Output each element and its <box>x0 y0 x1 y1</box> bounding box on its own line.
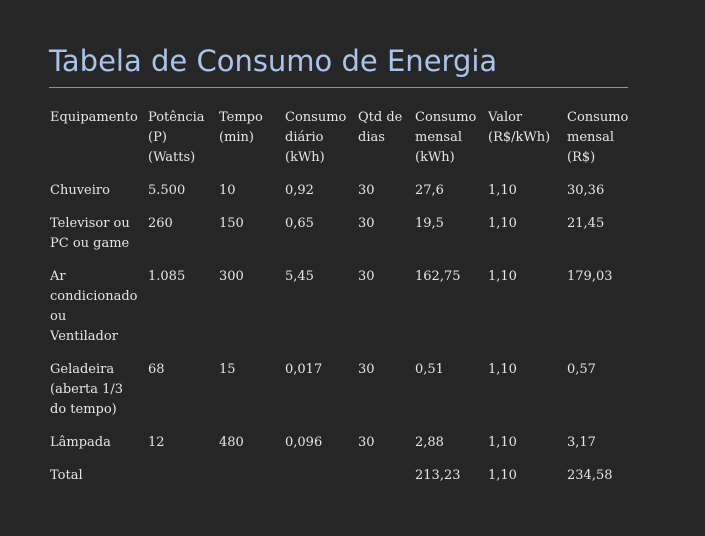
time-cell: 10 <box>219 183 236 198</box>
price-cell: 1,10 <box>488 435 517 450</box>
header-qtd-dias: Qtd de dias <box>352 108 409 181</box>
days-cell <box>352 466 409 499</box>
monthly-cost-cell: 0,57 <box>567 362 596 377</box>
equipment-line: PC ou game <box>50 236 130 251</box>
time-cell: 300 <box>219 269 244 284</box>
power-cell <box>142 466 213 499</box>
table-header-row: Equipamento Potência (P) (Watts) Tempo (… <box>44 108 636 181</box>
time-cell: 15 <box>219 362 236 377</box>
days-cell: 30 <box>358 362 375 377</box>
header-line: Qtd de <box>358 110 403 125</box>
header-line: dias <box>358 130 385 145</box>
time-cell <box>213 466 279 499</box>
header-valor: Valor (R$/kWh) <box>482 108 561 181</box>
header-line: Potência <box>148 110 205 125</box>
monthly-cost-cell: 21,45 <box>567 216 605 231</box>
equipment-line: Lâmpada <box>50 435 111 450</box>
energy-consumption-table: Equipamento Potência (P) (Watts) Tempo (… <box>44 108 636 499</box>
header-line: (kWh) <box>415 150 455 165</box>
monthly-cost-cell: 234,58 <box>567 468 613 483</box>
time-cell: 150 <box>219 216 244 231</box>
monthly-kwh-cell: 213,23 <box>415 468 461 483</box>
title-underline <box>49 87 628 88</box>
header-consumo-diario: Consumo diário (kWh) <box>279 108 352 181</box>
document-title: Tabela de Consumo de Energia <box>49 44 498 78</box>
days-cell: 30 <box>358 269 375 284</box>
price-cell: 1,10 <box>488 216 517 231</box>
equipment-line: Ar <box>50 269 66 284</box>
header-line: (min) <box>219 130 255 145</box>
equipment-line: Chuveiro <box>50 183 110 198</box>
daily-consumption-cell: 0,92 <box>285 183 314 198</box>
header-line: Consumo <box>567 110 629 125</box>
table-row: Ar condicionado ou Ventilador 1.085 300 … <box>44 267 636 360</box>
header-line: Tempo <box>219 110 263 125</box>
monthly-cost-cell: 30,36 <box>567 183 605 198</box>
header-line: (Watts) <box>148 150 196 165</box>
header-line: (R$) <box>567 150 596 165</box>
price-cell: 1,10 <box>488 183 517 198</box>
equipment-cell: Televisor ou PC ou game <box>44 214 142 267</box>
header-line: diário <box>285 130 324 145</box>
header-consumo-mensal-kwh: Consumo mensal (kWh) <box>409 108 482 181</box>
equipment-cell: Lâmpada <box>44 433 142 466</box>
equipment-cell: Geladeira (aberta 1/3 do tempo) <box>44 360 142 433</box>
total-label: Total <box>50 468 83 483</box>
price-cell: 1,10 <box>488 269 517 284</box>
daily-consumption-cell: 0,65 <box>285 216 314 231</box>
equipment-cell: Ar condicionado ou Ventilador <box>44 267 142 360</box>
equipment-line: condicionado <box>50 289 138 304</box>
header-line: Consumo <box>415 110 477 125</box>
monthly-kwh-cell: 162,75 <box>415 269 461 284</box>
time-cell: 480 <box>219 435 244 450</box>
monthly-cost-cell: 3,17 <box>567 435 596 450</box>
equipment-line: do tempo) <box>50 402 117 417</box>
days-cell: 30 <box>358 435 375 450</box>
power-cell: 12 <box>148 435 165 450</box>
days-cell: 30 <box>358 216 375 231</box>
total-row: Total 213,23 1,10 234,58 <box>44 466 636 499</box>
monthly-kwh-cell: 19,5 <box>415 216 444 231</box>
header-line: Equipamento <box>50 110 138 125</box>
header-potencia: Potência (P) (Watts) <box>142 108 213 181</box>
equipment-cell: Chuveiro <box>44 181 142 214</box>
header-equipamento: Equipamento <box>44 108 142 181</box>
daily-consumption-cell: 0,096 <box>285 435 323 450</box>
header-line: mensal <box>415 130 462 145</box>
header-consumo-mensal-reais: Consumo mensal (R$) <box>561 108 636 181</box>
power-cell: 260 <box>148 216 173 231</box>
days-cell: 30 <box>358 183 375 198</box>
header-line: Valor <box>488 110 523 125</box>
monthly-kwh-cell: 27,6 <box>415 183 444 198</box>
equipment-line: Televisor ou <box>50 216 130 231</box>
price-cell: 1,10 <box>488 468 517 483</box>
table-row: Televisor ou PC ou game 260 150 0,65 30 … <box>44 214 636 267</box>
power-cell: 1.085 <box>148 269 186 284</box>
header-line: (kWh) <box>285 150 325 165</box>
daily-consumption-cell <box>279 466 352 499</box>
equipment-line: (aberta 1/3 <box>50 382 124 397</box>
price-cell: 1,10 <box>488 362 517 377</box>
table-row: Geladeira (aberta 1/3 do tempo) 68 15 0,… <box>44 360 636 433</box>
header-line: Consumo <box>285 110 347 125</box>
equipment-cell: Total <box>44 466 142 499</box>
power-cell: 5.500 <box>148 183 186 198</box>
table-row: Chuveiro 5.500 10 0,92 30 27,6 1,10 30,3… <box>44 181 636 214</box>
daily-consumption-cell: 0,017 <box>285 362 323 377</box>
equipment-line: Ventilador <box>50 329 118 344</box>
monthly-cost-cell: 179,03 <box>567 269 613 284</box>
table-row: Lâmpada 12 480 0,096 30 2,88 1,10 3,17 <box>44 433 636 466</box>
power-cell: 68 <box>148 362 165 377</box>
header-line: (R$/kWh) <box>488 130 551 145</box>
header-tempo: Tempo (min) <box>213 108 279 181</box>
daily-consumption-cell: 5,45 <box>285 269 314 284</box>
header-line: mensal <box>567 130 614 145</box>
header-line: (P) <box>148 130 167 145</box>
equipment-line: ou <box>50 309 67 324</box>
monthly-kwh-cell: 0,51 <box>415 362 444 377</box>
monthly-kwh-cell: 2,88 <box>415 435 444 450</box>
equipment-line: Geladeira <box>50 362 115 377</box>
